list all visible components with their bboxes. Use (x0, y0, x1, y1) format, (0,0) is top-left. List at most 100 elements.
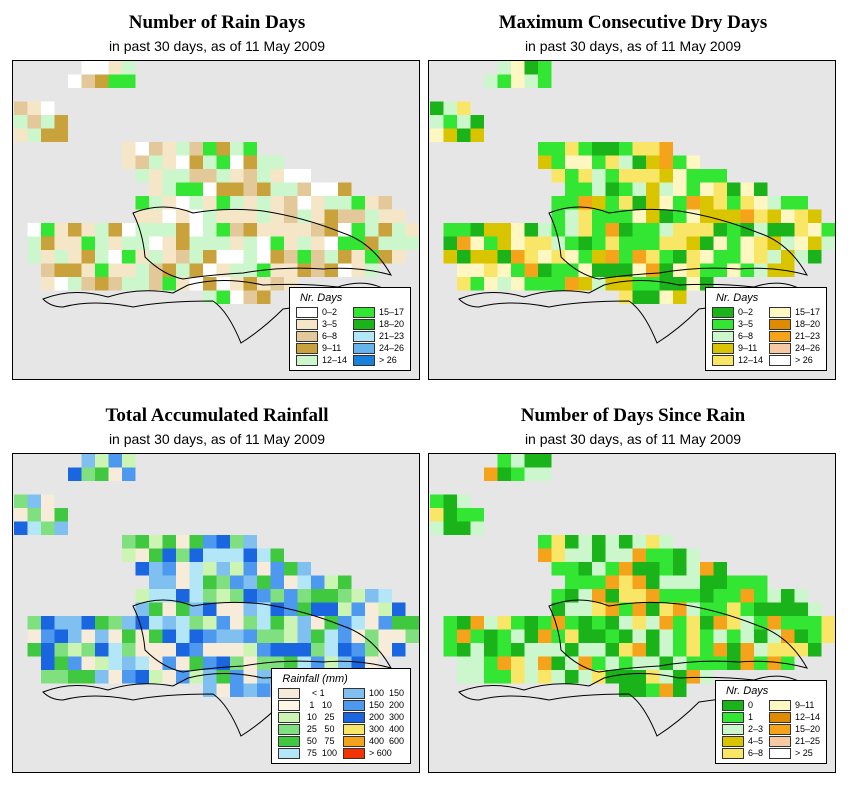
grid-cell (551, 277, 565, 291)
grid-cell (297, 656, 311, 670)
grid-cell (203, 223, 217, 237)
grid-cell (203, 155, 217, 169)
grid-cell (122, 454, 136, 468)
grid-cell (216, 535, 230, 549)
legend-label: 1 (747, 712, 753, 722)
legend-entry: > 26 (768, 354, 820, 366)
grid-cell (538, 61, 552, 75)
grid-cell (95, 616, 109, 630)
grid-cell (297, 209, 311, 223)
grid-cell (592, 250, 606, 264)
grid-cell (243, 142, 257, 156)
grid-cell (203, 263, 217, 277)
grid-cell (230, 223, 244, 237)
legend-swatch (278, 723, 301, 735)
grid-cell (243, 602, 257, 616)
grid-cell (189, 670, 203, 684)
grid-cell (176, 209, 190, 223)
grid-cell (619, 643, 633, 657)
grid-cell (351, 236, 365, 250)
grid-cell (135, 670, 149, 684)
grid-cell (243, 223, 257, 237)
grid-cell (619, 250, 633, 264)
grid-cell (108, 74, 122, 88)
map-days-since-rain: Nr. Days 0 1 2–3 4–5 6–8 9–11 12–14 15–20 21–25 >… (428, 453, 836, 773)
grid-cell (243, 250, 257, 264)
grid-cell (740, 209, 754, 223)
grid-cell (176, 602, 190, 616)
grid-cell (808, 223, 822, 237)
legend-entry: 24–26 (768, 342, 820, 354)
legend-label: 12–14 (737, 355, 763, 365)
grid-cell (176, 616, 190, 630)
grid-cell (619, 196, 633, 210)
grid-cell (511, 643, 525, 657)
legend-label: 25 50 (304, 724, 335, 734)
legend-entry: 1 10 (278, 699, 337, 711)
grid-cell (162, 277, 176, 291)
grid-cell (162, 223, 176, 237)
grid-cell (524, 656, 538, 670)
grid-cell (297, 629, 311, 643)
grid-cell (284, 629, 298, 643)
grid-cell (808, 643, 822, 657)
grid-cell (122, 142, 136, 156)
grid-cell (781, 616, 795, 630)
grid-cell (700, 236, 714, 250)
grid-cell (311, 209, 325, 223)
grid-cell (365, 236, 379, 250)
legend-label: 21–25 (794, 736, 820, 746)
grid-cell (700, 223, 714, 237)
grid-cell (727, 589, 741, 603)
grid-cell (297, 575, 311, 589)
legend-entry: > 26 (352, 354, 404, 366)
grid-cell (484, 74, 498, 88)
legend-entry: 24–26 (352, 342, 404, 354)
grid-cell (392, 602, 406, 616)
grid-cell (727, 196, 741, 210)
grid-cell (392, 629, 406, 643)
grid-cell (135, 196, 149, 210)
legend-swatch (342, 687, 365, 699)
grid-cell (754, 250, 768, 264)
grid-cell (565, 643, 579, 657)
grid-cell (270, 602, 284, 616)
grid-cell (659, 670, 673, 684)
grid-cell (122, 548, 136, 562)
grid-cell (538, 656, 552, 670)
grid-cell (284, 196, 298, 210)
grid-cell (700, 589, 714, 603)
grid-cell (176, 643, 190, 657)
grid-cell (351, 589, 365, 603)
grid-cell (189, 656, 203, 670)
grid-cell (176, 142, 190, 156)
grid-cell (108, 629, 122, 643)
grid-cell (605, 548, 619, 562)
grid-cell (41, 263, 55, 277)
grid-cell (108, 61, 122, 75)
grid-cell (122, 643, 136, 657)
grid-cell (122, 277, 136, 291)
grid-cell (338, 575, 352, 589)
grid-cell (511, 61, 525, 75)
grid-cell (54, 223, 68, 237)
grid-cell (592, 182, 606, 196)
grid-cell (81, 223, 95, 237)
grid-cell (365, 643, 379, 657)
grid-cell (605, 670, 619, 684)
grid-cell (781, 263, 795, 277)
legend-entry: 0 (721, 699, 763, 711)
grid-cell (378, 643, 392, 657)
grid-cell (592, 629, 606, 643)
panel-subtitle: in past 30 days, as of 11 May 2009 (524, 431, 742, 447)
grid-cell (176, 263, 190, 277)
grid-cell (565, 169, 579, 183)
legend-entry: 15–17 (352, 306, 404, 318)
grid-cell (511, 277, 525, 291)
grid-cell (270, 548, 284, 562)
grid-cell (135, 142, 149, 156)
grid-cell (592, 223, 606, 237)
grid-cell (673, 277, 687, 291)
grid-cell (162, 236, 176, 250)
legend-swatch (342, 747, 365, 759)
